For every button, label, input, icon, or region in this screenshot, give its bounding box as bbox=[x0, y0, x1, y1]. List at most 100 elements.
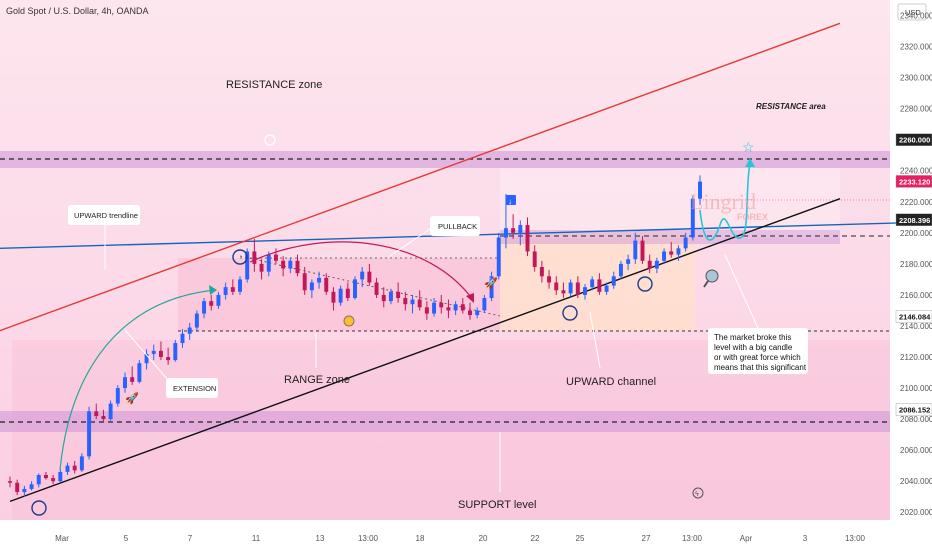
price-tag-label: 2233.120 bbox=[899, 177, 930, 186]
candle-body bbox=[65, 465, 70, 472]
candle bbox=[662, 248, 667, 264]
candle-body bbox=[475, 310, 480, 316]
upward-channel-label: UPWARD channel bbox=[566, 376, 656, 388]
y-tick-label: 2320.000 bbox=[900, 43, 932, 52]
candle bbox=[324, 273, 329, 295]
touch-circle-marker bbox=[637, 276, 653, 292]
candle-body bbox=[568, 282, 573, 294]
candle-body bbox=[252, 251, 257, 264]
candle bbox=[266, 251, 271, 277]
candle bbox=[525, 217, 530, 257]
x-tick-label: 13:00 bbox=[845, 534, 866, 543]
candle-body bbox=[94, 411, 99, 416]
candle bbox=[388, 288, 393, 305]
price-tag bbox=[895, 175, 932, 188]
x-tick-label: 25 bbox=[576, 534, 585, 543]
y-tick-label: 2100.000 bbox=[900, 384, 932, 393]
candle-body bbox=[8, 481, 12, 483]
candle bbox=[259, 259, 264, 280]
candle-body bbox=[669, 251, 674, 255]
candle bbox=[108, 400, 113, 421]
candle bbox=[683, 232, 688, 252]
candle-body bbox=[29, 484, 34, 489]
touch-circle-marker bbox=[232, 249, 248, 265]
candle-body bbox=[309, 282, 314, 291]
x-tick-label: 22 bbox=[531, 534, 540, 543]
annotation-leader bbox=[389, 228, 431, 257]
candle-body bbox=[295, 260, 300, 274]
candle-body bbox=[597, 279, 602, 292]
resistance-area-label: RESISTANCE area bbox=[756, 102, 826, 111]
watermark-sub: FOREX bbox=[737, 212, 768, 222]
price-tag-label: 2086.152 bbox=[899, 406, 930, 415]
price-axis-background bbox=[890, 0, 932, 550]
candle-body bbox=[209, 301, 214, 306]
x-tick-label: 11 bbox=[252, 534, 261, 543]
range-zone-label: RANGE zone bbox=[284, 374, 350, 386]
candle bbox=[554, 276, 559, 295]
candle-body bbox=[238, 279, 242, 292]
search-lens-handle bbox=[703, 280, 709, 288]
x-tick-label: 20 bbox=[479, 534, 488, 543]
candle bbox=[281, 256, 286, 277]
upward-trendline-label: UPWARD trendline bbox=[74, 211, 138, 220]
candle-body bbox=[259, 263, 264, 272]
candle bbox=[65, 462, 70, 475]
candle-body bbox=[79, 456, 84, 471]
candle bbox=[647, 254, 652, 274]
candle bbox=[72, 461, 77, 474]
candle-body bbox=[187, 327, 192, 334]
x-tick-label: Mar bbox=[55, 534, 69, 543]
candle bbox=[453, 301, 458, 316]
candle bbox=[654, 257, 659, 274]
resistance-zone-label: RESISTANCE zone bbox=[226, 79, 322, 91]
x-tick-label: 3 bbox=[803, 534, 808, 543]
candle-body bbox=[288, 260, 293, 269]
candle bbox=[331, 287, 336, 311]
currency-box[interactable] bbox=[897, 3, 927, 21]
candle-body bbox=[424, 307, 429, 314]
candle bbox=[381, 287, 386, 308]
candle-body bbox=[317, 277, 322, 283]
candle-body bbox=[22, 488, 27, 493]
candle-body bbox=[216, 294, 221, 306]
candle bbox=[15, 479, 20, 496]
candle-body bbox=[166, 357, 171, 361]
candle-body bbox=[43, 474, 48, 479]
x-tick-label: 5 bbox=[124, 534, 129, 543]
candle bbox=[532, 245, 537, 272]
candle-body bbox=[338, 288, 343, 303]
x-tick-label: 13 bbox=[316, 534, 325, 543]
note-line: or with great force which bbox=[714, 353, 801, 362]
candle-body bbox=[331, 291, 336, 303]
candle bbox=[439, 294, 444, 314]
y-tick-label: 2120.000 bbox=[900, 353, 932, 362]
candle-body bbox=[194, 313, 199, 328]
x-tick-label: 7 bbox=[188, 534, 193, 543]
candle bbox=[130, 366, 135, 385]
support-level-label: SUPPORT level bbox=[458, 499, 536, 511]
candle-body bbox=[137, 363, 142, 382]
candle-body bbox=[87, 411, 92, 457]
candle-body bbox=[654, 260, 659, 269]
candle bbox=[137, 360, 142, 384]
candle bbox=[597, 273, 602, 295]
candle bbox=[216, 291, 221, 309]
candle-layer bbox=[8, 175, 702, 497]
time-axis-background bbox=[0, 520, 890, 550]
event-marker-icon bbox=[264, 134, 276, 146]
candle-body bbox=[432, 302, 437, 314]
candle bbox=[374, 277, 379, 299]
y-tick-label: 2180.000 bbox=[900, 260, 932, 269]
candle bbox=[194, 310, 199, 331]
candle bbox=[468, 302, 472, 320]
search-lens-icon bbox=[705, 269, 719, 283]
candle bbox=[698, 175, 702, 205]
candle bbox=[309, 279, 314, 299]
candle bbox=[151, 344, 156, 361]
candle-body bbox=[554, 282, 559, 291]
candle bbox=[87, 406, 92, 460]
rocket-icon: 🚀 bbox=[125, 392, 139, 405]
candle bbox=[288, 257, 293, 274]
